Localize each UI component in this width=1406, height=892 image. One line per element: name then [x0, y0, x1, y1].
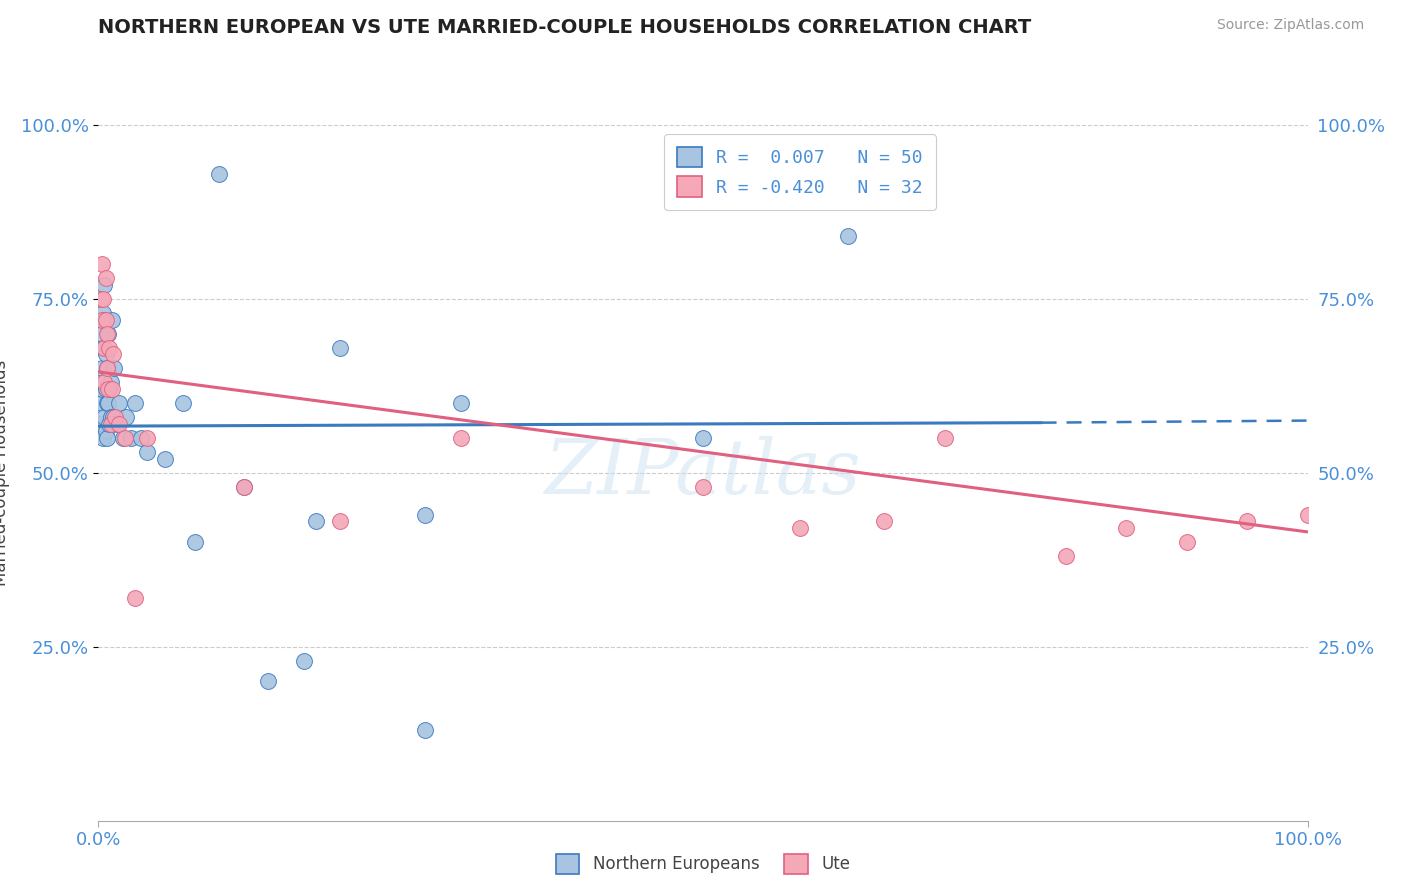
- Text: ZIPatlas: ZIPatlas: [544, 436, 862, 509]
- Legend: Northern Europeans, Ute: Northern Europeans, Ute: [547, 846, 859, 882]
- Point: [97, 326, 120, 341]
- Point: [232, 480, 254, 494]
- Point: [108, 396, 131, 410]
- Point: [98, 382, 121, 396]
- Point: [91, 257, 114, 271]
- Point: [305, 515, 328, 529]
- Point: [93, 312, 115, 326]
- Text: Source: ZipAtlas.com: Source: ZipAtlas.com: [1216, 18, 1364, 32]
- Point: [873, 515, 896, 529]
- Point: [97, 361, 120, 376]
- Point: [124, 591, 146, 605]
- Y-axis label: Married-couple Households: Married-couple Households: [0, 359, 10, 586]
- Point: [934, 431, 956, 445]
- Point: [91, 361, 114, 376]
- Point: [93, 277, 115, 292]
- Point: [91, 431, 114, 445]
- Point: [90, 292, 112, 306]
- Point: [96, 431, 118, 445]
- Point: [413, 723, 436, 738]
- Point: [98, 417, 121, 431]
- Point: [96, 396, 118, 410]
- Point: [97, 396, 120, 410]
- Point: [120, 431, 142, 445]
- Point: [97, 382, 120, 396]
- Point: [94, 347, 117, 361]
- Point: [100, 410, 122, 425]
- Point: [93, 410, 115, 425]
- Point: [90, 396, 112, 410]
- Point: [1175, 535, 1198, 549]
- Point: [91, 306, 114, 320]
- Point: [292, 654, 315, 668]
- Point: [100, 312, 122, 326]
- Point: [208, 167, 231, 181]
- Point: [94, 424, 117, 438]
- Point: [837, 229, 859, 244]
- Point: [256, 674, 278, 689]
- Point: [1296, 508, 1319, 522]
- Point: [101, 410, 124, 425]
- Point: [100, 417, 122, 431]
- Point: [96, 326, 118, 341]
- Point: [114, 431, 136, 445]
- Point: [153, 451, 176, 466]
- Point: [105, 417, 128, 431]
- Point: [135, 445, 157, 459]
- Point: [90, 417, 112, 431]
- Point: [450, 396, 472, 410]
- Point: [93, 341, 115, 355]
- Point: [115, 410, 138, 425]
- Point: [329, 341, 352, 355]
- Point: [172, 396, 194, 410]
- Point: [98, 341, 121, 355]
- Point: [1115, 521, 1137, 535]
- Point: [94, 312, 117, 326]
- Point: [104, 410, 127, 425]
- Point: [94, 271, 117, 285]
- Point: [124, 396, 146, 410]
- Point: [413, 508, 436, 522]
- Point: [129, 431, 152, 445]
- Point: [789, 521, 811, 535]
- Point: [103, 361, 125, 376]
- Point: [111, 431, 134, 445]
- Point: [91, 341, 114, 355]
- Point: [93, 376, 115, 390]
- Point: [94, 382, 117, 396]
- Point: [96, 361, 118, 376]
- Point: [692, 480, 714, 494]
- Point: [100, 382, 122, 396]
- Text: NORTHERN EUROPEAN VS UTE MARRIED-COUPLE HOUSEHOLDS CORRELATION CHART: NORTHERN EUROPEAN VS UTE MARRIED-COUPLE …: [98, 18, 1032, 37]
- Point: [108, 417, 131, 431]
- Point: [101, 347, 124, 361]
- Point: [1054, 549, 1077, 564]
- Point: [91, 382, 114, 396]
- Point: [91, 292, 114, 306]
- Point: [91, 326, 114, 341]
- Point: [184, 535, 207, 549]
- Point: [329, 515, 352, 529]
- Point: [91, 312, 114, 326]
- Point: [93, 376, 115, 390]
- Point: [96, 361, 118, 376]
- Point: [232, 480, 254, 494]
- Point: [100, 376, 122, 390]
- Point: [450, 431, 472, 445]
- Point: [692, 431, 714, 445]
- Point: [1236, 515, 1258, 529]
- Point: [135, 431, 157, 445]
